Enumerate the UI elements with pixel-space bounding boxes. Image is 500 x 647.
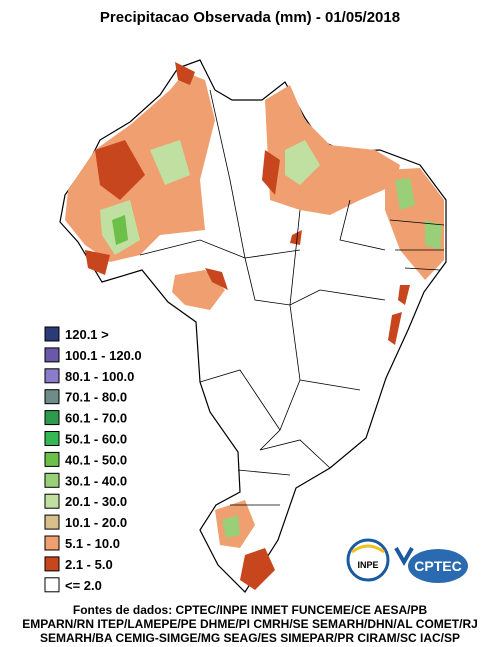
sources-line: SEMARH/BA CEMIG-SIMGE/MG SEAG/ES SIMEPAR…: [40, 631, 460, 645]
legend-swatch: [44, 368, 60, 384]
rain-area: [395, 178, 442, 250]
legend-label: <= 2.0: [65, 578, 102, 593]
legend-label: 100.1 - 120.0: [65, 348, 142, 363]
legend: 120.1 > 100.1 - 120.0 80.1 - 100.0 70.1 - 8…: [44, 326, 142, 593]
legend-label: 10.1 - 20.0: [65, 515, 127, 530]
rain-area: [112, 215, 128, 245]
legend-label: 70.1 - 80.0: [65, 390, 127, 405]
state-borders: [139, 89, 445, 506]
cptec-logo: [408, 549, 468, 583]
logo-arrow: [394, 547, 414, 567]
legend-label: 120.1 >: [65, 327, 109, 342]
legend-label: 50.1 - 60.0: [65, 432, 127, 447]
logos: INPE CPTEC: [346, 538, 468, 583]
legend-label: 30.1 - 40.0: [65, 473, 127, 488]
legend-label: 40.1 - 50.0: [65, 452, 127, 467]
cptec-logo-text: CPTEC: [414, 558, 461, 574]
logo-swoosh: [351, 544, 385, 554]
rain-area: [285, 140, 320, 185]
legend-label: 60.1 - 70.0: [65, 411, 127, 426]
sources-line: Fontes de dados: CPTEC/INPE INMET FUNCEM…: [73, 603, 428, 617]
rain-area: [262, 150, 302, 245]
legend-swatch: [44, 493, 60, 509]
legend-swatch: [44, 556, 60, 572]
legend-label: 20.1 - 30.0: [65, 494, 127, 509]
legend-swatch: [44, 410, 60, 426]
legend-swatch: [44, 577, 60, 593]
legend-swatch: [44, 472, 60, 488]
rain-area: [205, 268, 228, 290]
legend-swatch: [44, 389, 60, 405]
legend-label: 5.1 - 10.0: [65, 536, 120, 551]
legend-swatch: [44, 451, 60, 467]
rain-area: [222, 515, 240, 538]
legend-swatch: [44, 347, 60, 363]
rain-area: [388, 285, 410, 345]
rain-area: [85, 62, 195, 275]
legend-swatch: [44, 535, 60, 551]
map: [59, 59, 447, 593]
map-title: Precipitacao Observada (mm) - 01/05/2018: [100, 9, 400, 26]
inpe-logo-text: INPE: [357, 560, 378, 570]
legend-label: 2.1 - 5.0: [65, 557, 113, 572]
legend-swatch: [44, 431, 60, 446]
rain-area: [240, 548, 275, 590]
legend-swatch: [44, 326, 60, 342]
legend-swatch: [44, 514, 60, 530]
legend-label: 80.1 - 100.0: [65, 369, 134, 384]
sources-line: EMPARN/RN ITEP/LAMEPE/PE DHME/PI CMRH/SE…: [22, 617, 478, 631]
